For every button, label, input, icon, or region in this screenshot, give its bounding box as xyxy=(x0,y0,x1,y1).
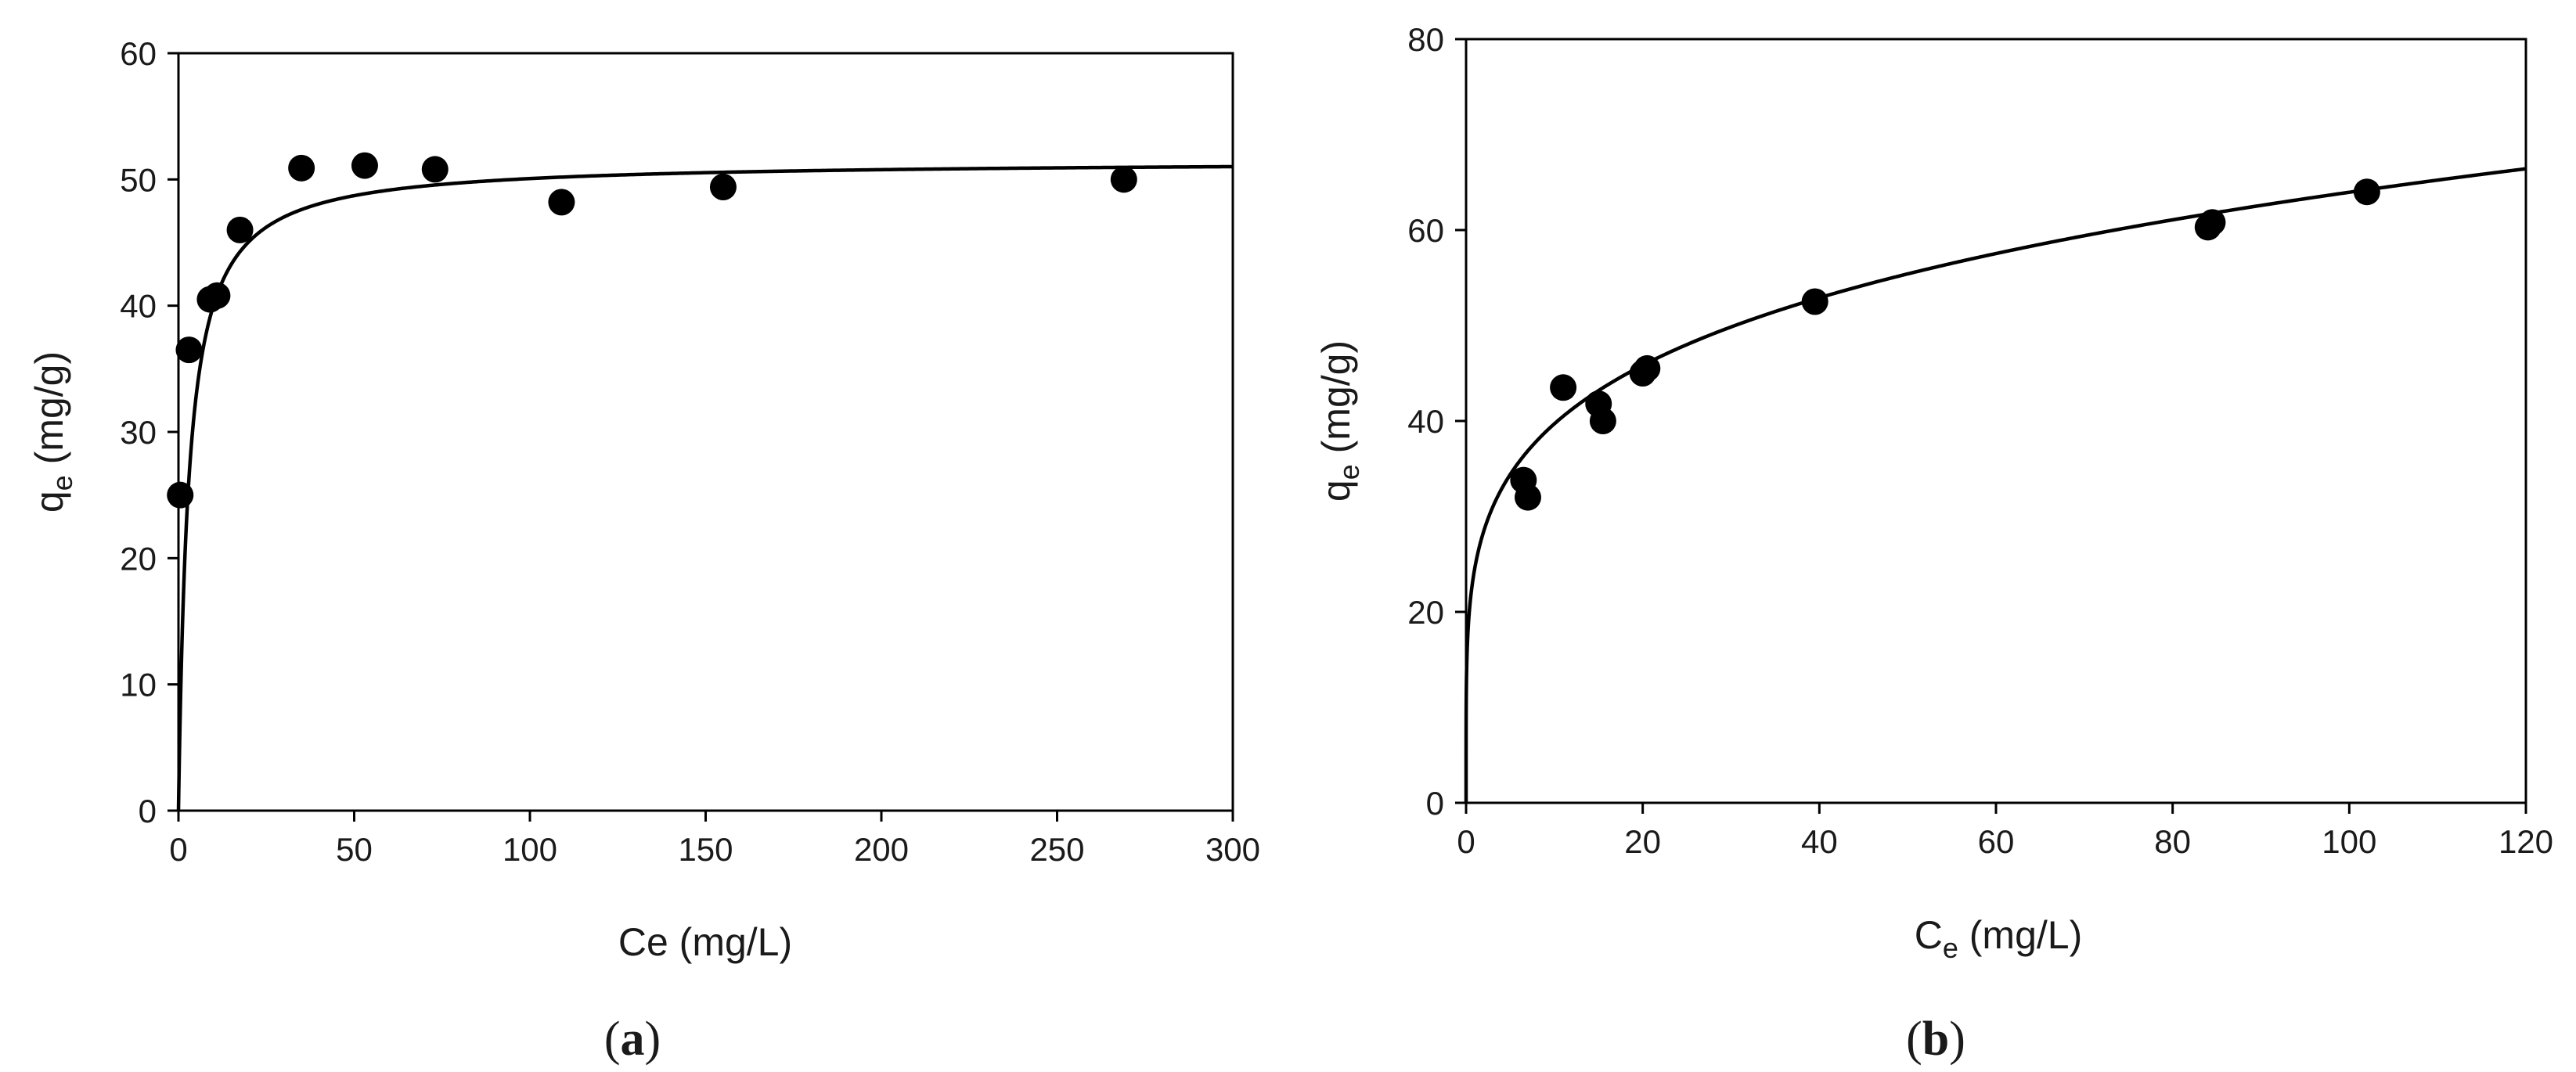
data-point xyxy=(351,152,378,179)
y-tick-label: 40 xyxy=(120,288,157,325)
x-tick-label: 100 xyxy=(503,831,557,868)
y-tick-label: 10 xyxy=(120,667,157,703)
data-point xyxy=(2199,209,2226,236)
y-tick-label: 0 xyxy=(1426,785,1444,822)
data-point xyxy=(709,174,737,201)
y-axis-label-b: qe (mg/g) xyxy=(1314,340,1365,502)
data-point xyxy=(1801,288,1828,315)
y-axis-label-a: qe (mg/g) xyxy=(27,351,78,513)
x-tick-label: 100 xyxy=(2322,823,2376,860)
x-tick-label: 20 xyxy=(1624,823,1661,860)
chart-panel-b: 0 20 40 60 80 100 120 0 20 40 60 80 Ce (mg/L) qe (m… xyxy=(1314,21,2553,1066)
x-axis-label-a: Ce (mg/L) xyxy=(618,920,792,964)
x-tick-label: 300 xyxy=(1205,831,1260,868)
data-points-b xyxy=(1510,178,2380,511)
data-point xyxy=(167,481,194,509)
x-tick-label: 0 xyxy=(169,831,187,868)
y-tick-label: 30 xyxy=(120,414,157,451)
data-point xyxy=(421,156,449,183)
y-tick-label: 0 xyxy=(139,793,157,829)
data-point xyxy=(1110,166,1137,193)
y-tick-label: 20 xyxy=(120,540,157,577)
data-point xyxy=(1589,408,1616,434)
x-tick-label: 80 xyxy=(2154,823,2191,860)
fit-curve-a xyxy=(176,164,1234,811)
y-tick-label: 80 xyxy=(1407,21,1444,58)
data-points-a xyxy=(167,152,1137,509)
data-point xyxy=(1634,354,1661,382)
y-tick-label: 40 xyxy=(1407,403,1444,440)
data-point xyxy=(175,336,203,364)
axis-ticks-b: 0 20 40 60 80 100 120 0 20 40 60 80 xyxy=(1407,21,2553,860)
plot-frame-b xyxy=(1465,38,2527,804)
y-tick-label: 60 xyxy=(1407,212,1444,249)
data-point xyxy=(226,216,254,243)
x-axis-label-b: Ce (mg/L) xyxy=(1915,913,2083,964)
data-point xyxy=(1514,484,1541,511)
y-tick-label: 20 xyxy=(1407,594,1444,631)
data-point xyxy=(204,282,231,309)
x-tick-label: 200 xyxy=(854,831,909,868)
data-point xyxy=(2353,178,2380,206)
x-tick-label: 0 xyxy=(1457,823,1475,860)
axis-ticks-a: 0 50 100 150 200 250 300 0 10 20 30 40 50 60 xyxy=(120,35,1260,868)
y-tick-label: 50 xyxy=(120,161,157,198)
x-tick-label: 120 xyxy=(2499,823,2553,860)
data-point xyxy=(288,154,315,182)
x-tick-label: 40 xyxy=(1801,823,1838,860)
x-tick-label: 150 xyxy=(678,831,733,868)
data-point xyxy=(1550,374,1577,401)
x-tick-label: 250 xyxy=(1029,831,1084,868)
panel-caption-b: (b) xyxy=(1906,1013,1965,1066)
data-point xyxy=(548,189,575,216)
x-tick-label: 50 xyxy=(336,831,373,868)
chart-panel-a: 0 50 100 150 200 250 300 0 10 20 30 40 50 60 Ce (mg/L… xyxy=(27,35,1260,1066)
x-tick-label: 60 xyxy=(1978,823,2015,860)
y-tick-label: 60 xyxy=(120,35,157,72)
panel-caption-a: (a) xyxy=(604,1013,661,1066)
fit-curve-b xyxy=(1464,167,2527,803)
